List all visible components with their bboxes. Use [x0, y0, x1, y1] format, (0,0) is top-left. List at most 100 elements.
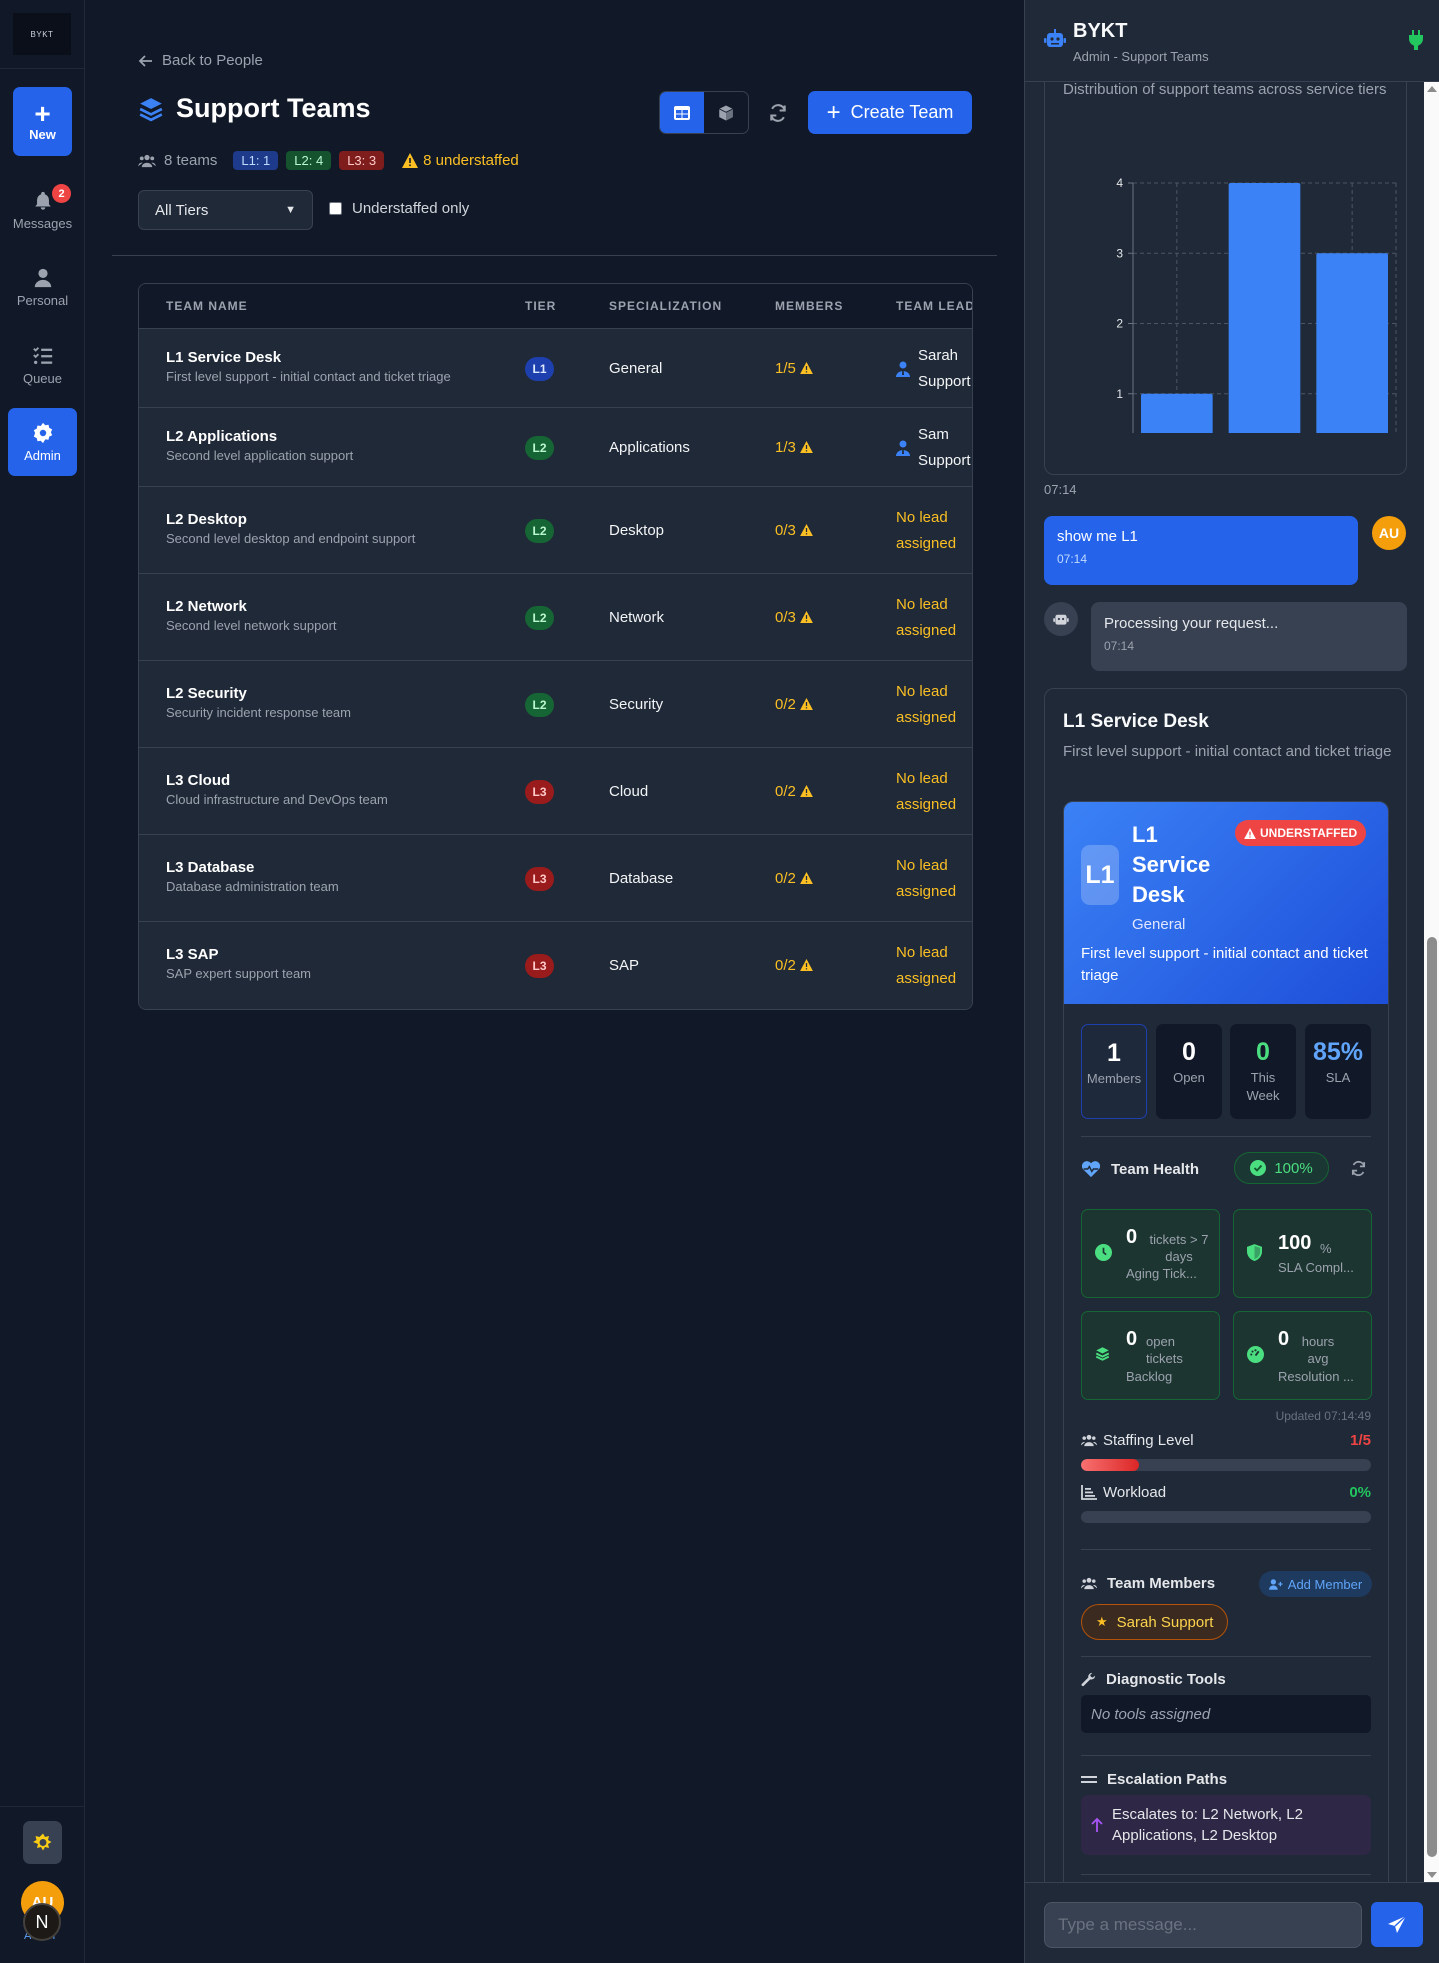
sidebar-item-label: Admin [24, 447, 61, 463]
column-header-team-name[interactable]: TEAM NAME [166, 299, 248, 313]
warning-icon [799, 362, 813, 374]
warning-icon [799, 872, 813, 884]
table-row[interactable]: L2 Applications Second level application… [139, 408, 972, 487]
add-member-button[interactable]: Add Member [1259, 1571, 1372, 1597]
warning-icon [799, 785, 813, 797]
bot-avatar [1044, 602, 1078, 636]
team-name[interactable]: L2 Desktop [166, 510, 247, 528]
understaffed-only-checkbox[interactable] [329, 202, 342, 215]
send-button[interactable] [1371, 1902, 1423, 1947]
table-header: TEAM NAME TIER SPECIALIZATION MEMBERS TE… [139, 284, 972, 329]
heart-pulse-icon [1081, 1161, 1101, 1178]
create-team-button[interactable]: + Create Team [808, 91, 972, 134]
team-lead-name: Sam [918, 425, 949, 443]
table-row[interactable]: L2 Network Second level network support … [139, 574, 972, 661]
no-lead-text: No lead [896, 595, 948, 613]
stat-value: 1 [1107, 1039, 1121, 1067]
team-name-cell: L2 Security Security incident response t… [166, 685, 351, 720]
theme-toggle-button[interactable] [23, 1821, 62, 1864]
table-view-button[interactable] [660, 92, 704, 133]
table-row[interactable]: L3 Database Database administration team… [139, 835, 972, 922]
chat-scrollbar[interactable] [1424, 82, 1439, 1882]
workload-progress-bar [1081, 1511, 1371, 1523]
sidebar-item-messages[interactable]: Messages 2 [8, 176, 77, 244]
specialization: SAP [609, 956, 640, 974]
chart-description: Distribution of support teams across ser… [1063, 82, 1387, 98]
bar[interactable] [1228, 183, 1301, 433]
warning-icon [799, 698, 813, 710]
tier-badge: L3 [525, 779, 554, 804]
workload-value: 0% [1349, 1484, 1371, 1501]
section-title-text: Team Members [1107, 1575, 1216, 1592]
health-card-resolution: 0 hours avg Resolution ... [1233, 1311, 1372, 1400]
stat-members: 1 Members [1081, 1024, 1147, 1119]
sidebar-item-label: Queue [22, 370, 63, 386]
assistant-title: BYKT [1073, 20, 1128, 42]
stat-this-week: 0 This Week [1230, 1024, 1296, 1119]
table-row[interactable]: L3 Cloud Cloud infrastructure and DevOps… [139, 748, 972, 835]
health-label: SLA Compl... [1278, 1260, 1354, 1275]
health-unit: hours avg [1301, 1334, 1335, 1366]
scroll-down-arrow[interactable] [1427, 1872, 1437, 1878]
logo[interactable]: BYKT [13, 13, 71, 55]
bar[interactable] [1141, 393, 1213, 433]
summary-stats: 8 teams L1: 1 L2: 4 L3: 3 8 understaffed [138, 151, 519, 170]
refresh-icon [770, 104, 786, 122]
plug-connected-icon[interactable] [1409, 30, 1423, 50]
scrollbar-thumb[interactable] [1427, 937, 1437, 1857]
table-row[interactable]: L3 SAP SAP expert support team L3 SAP 0/… [139, 922, 972, 1009]
assistant-subtitle: Admin - Support Teams [1073, 49, 1209, 64]
team-name[interactable]: L1 Service Desk [166, 348, 282, 366]
check-circle-icon [1250, 1160, 1267, 1176]
team-name[interactable]: L2 Security [166, 684, 247, 702]
y-tick-label: 4 [1116, 176, 1123, 190]
divider [1081, 1549, 1371, 1550]
bar[interactable] [1316, 253, 1388, 433]
column-header-members[interactable]: MEMBERS [775, 299, 844, 313]
new-label: New [29, 127, 56, 142]
column-header-tier[interactable]: TIER [525, 299, 557, 313]
overlay-avatar[interactable]: N [23, 1903, 61, 1941]
team-name[interactable]: L2 Applications [166, 427, 278, 445]
members-count: 1/5 [775, 360, 813, 377]
y-tick-label: 2 [1116, 317, 1123, 331]
refresh-button[interactable] [765, 100, 791, 126]
escalation-paths-title: Escalation Paths [1081, 1771, 1227, 1788]
stat-sla: 85% SLA [1305, 1024, 1371, 1119]
scroll-up-arrow[interactable] [1427, 86, 1437, 92]
refresh-icon[interactable] [1350, 1160, 1367, 1177]
message-input[interactable]: Type a message... [1044, 1902, 1362, 1948]
tier-badge: L2 [525, 518, 554, 543]
members-value: 1/5 [775, 359, 796, 377]
tier-filter-select[interactable]: All Tiers ▼ [138, 190, 313, 230]
user-plus-icon [1268, 1578, 1283, 1590]
cube-view-button[interactable] [704, 92, 748, 133]
team-name[interactable]: L3 Cloud [166, 771, 231, 789]
column-header-specialization[interactable]: SPECIALIZATION [609, 299, 723, 313]
table-row[interactable]: L2 Desktop Second level desktop and endp… [139, 487, 972, 574]
members-count: 1/3 [775, 439, 813, 456]
bot-message: Processing your request... 07:14 [1091, 602, 1407, 671]
member-chip[interactable]: ★ Sarah Support [1081, 1604, 1229, 1640]
back-to-people-link[interactable]: Back to People [138, 52, 263, 69]
sidebar-item-admin[interactable]: Admin [8, 408, 77, 476]
sidebar-item-queue[interactable]: Queue [8, 331, 77, 399]
team-name[interactable]: L3 SAP [166, 945, 219, 963]
team-name[interactable]: L2 Network [166, 597, 247, 615]
members-value: 0/2 [775, 782, 796, 800]
specialization: Cloud [609, 782, 649, 800]
table-row[interactable]: L2 Security Security incident response t… [139, 661, 972, 748]
sidebar-item-personal[interactable]: Personal [8, 253, 77, 321]
column-header-team-lead[interactable]: TEAM LEAD [896, 299, 973, 313]
new-button[interactable]: + New [13, 87, 72, 156]
health-score: 100% [1234, 1152, 1329, 1184]
table-row[interactable]: L1 Service Desk First level support - in… [139, 329, 972, 408]
tier-distribution-bar-chart: 01234L2 SpecializedL3 Expert [1116, 176, 1397, 433]
understaffed-badge: UNDERSTAFFED [1235, 820, 1367, 846]
team-name[interactable]: L3 Database [166, 858, 255, 876]
understaffed-only-filter[interactable]: Understaffed only [329, 200, 469, 217]
page-title: Support Teams [138, 93, 371, 124]
sun-icon [32, 1833, 51, 1850]
understaffed-text: 8 understaffed [423, 152, 519, 169]
understaffed-only-label: Understaffed only [352, 200, 470, 217]
